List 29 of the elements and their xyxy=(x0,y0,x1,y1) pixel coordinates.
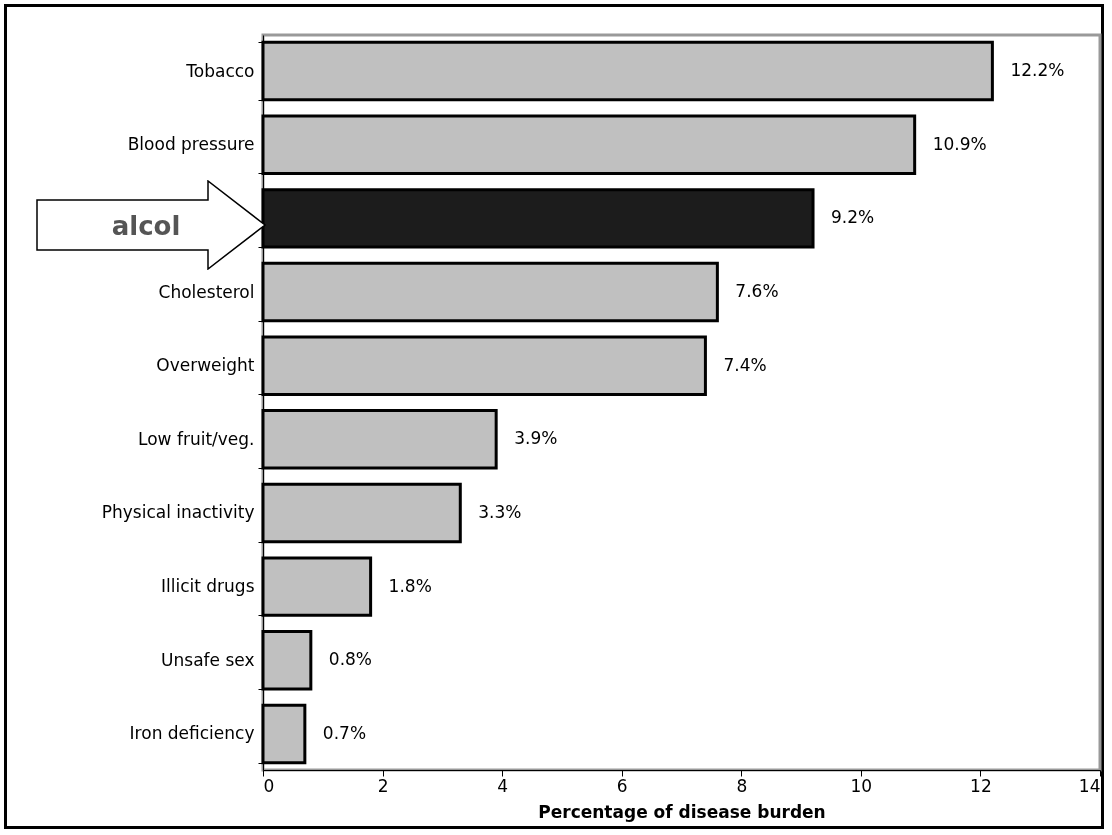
x-tick-label: 4 xyxy=(497,775,509,796)
data-label: 3.9% xyxy=(514,428,558,449)
data-label: 0.7% xyxy=(322,722,367,743)
x-tick-label: 0 xyxy=(263,775,275,796)
y-tick-label: Physical inactivity xyxy=(101,502,255,523)
y-tick-label: Unsafe sex xyxy=(161,649,255,670)
data-label: 1.8% xyxy=(388,575,432,596)
arrow-icon: alcol xyxy=(36,180,268,270)
x-tick-label: 8 xyxy=(736,775,748,796)
x-tick-label: 14 xyxy=(1078,775,1101,796)
data-label: 9.2% xyxy=(831,207,875,228)
y-tick-label: Overweight xyxy=(156,355,255,376)
y-tick-label: Iron deficiency xyxy=(129,723,255,744)
x-tick-label: 12 xyxy=(970,775,992,796)
y-tick-label: Tobacco xyxy=(185,60,255,81)
y-tick-label: Blood pressure xyxy=(127,134,255,155)
y-tick-label: Cholesterol xyxy=(158,281,255,302)
x-tick-label: 6 xyxy=(616,775,628,796)
data-label: 7.4% xyxy=(723,354,767,375)
data-label: 3.3% xyxy=(478,501,522,522)
x-tick-label: 10 xyxy=(850,775,873,796)
data-label: 10.9% xyxy=(932,133,987,154)
x-tick-label: 2 xyxy=(377,775,389,796)
x-axis-title: Percentage of disease burden xyxy=(538,801,826,822)
data-label: 7.6% xyxy=(735,281,779,302)
y-tick-label: Low fruit/veg. xyxy=(138,428,255,449)
data-label: 12.2% xyxy=(1010,60,1065,81)
data-label: 0.8% xyxy=(328,649,373,670)
y-tick-label: Illicit drugs xyxy=(160,576,255,597)
